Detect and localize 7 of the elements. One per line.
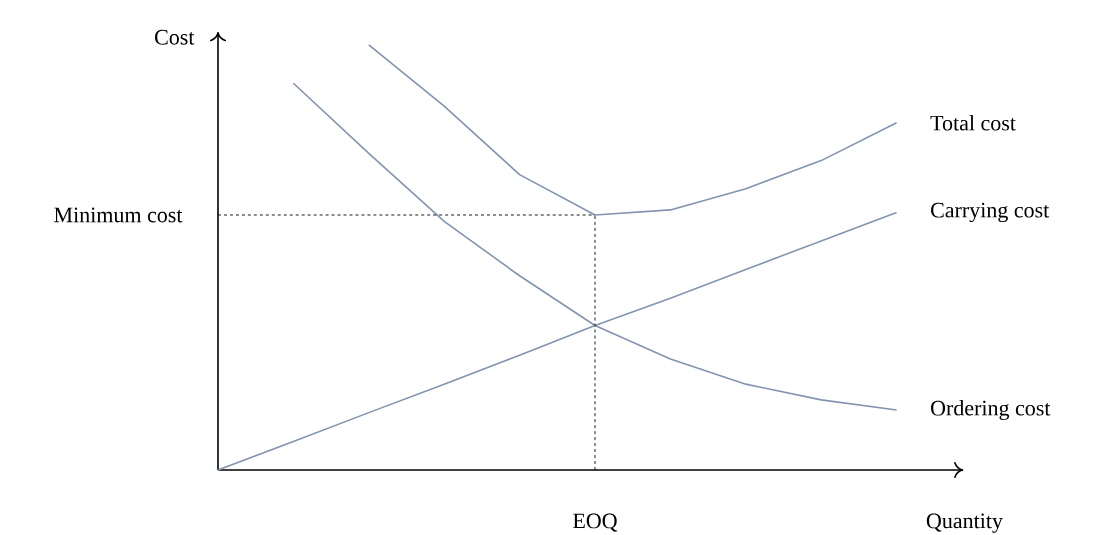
series-label: Carrying cost <box>931 202 1050 223</box>
y-axis-title: Cost <box>155 29 195 45</box>
x-axis-title: Quantity <box>926 513 1003 533</box>
ref-line-label: Minimum cost <box>54 207 183 223</box>
text: EOQ <box>573 513 618 532</box>
series-label: Ordering cost <box>931 400 1051 421</box>
series-label: Total cost <box>930 115 1016 131</box>
